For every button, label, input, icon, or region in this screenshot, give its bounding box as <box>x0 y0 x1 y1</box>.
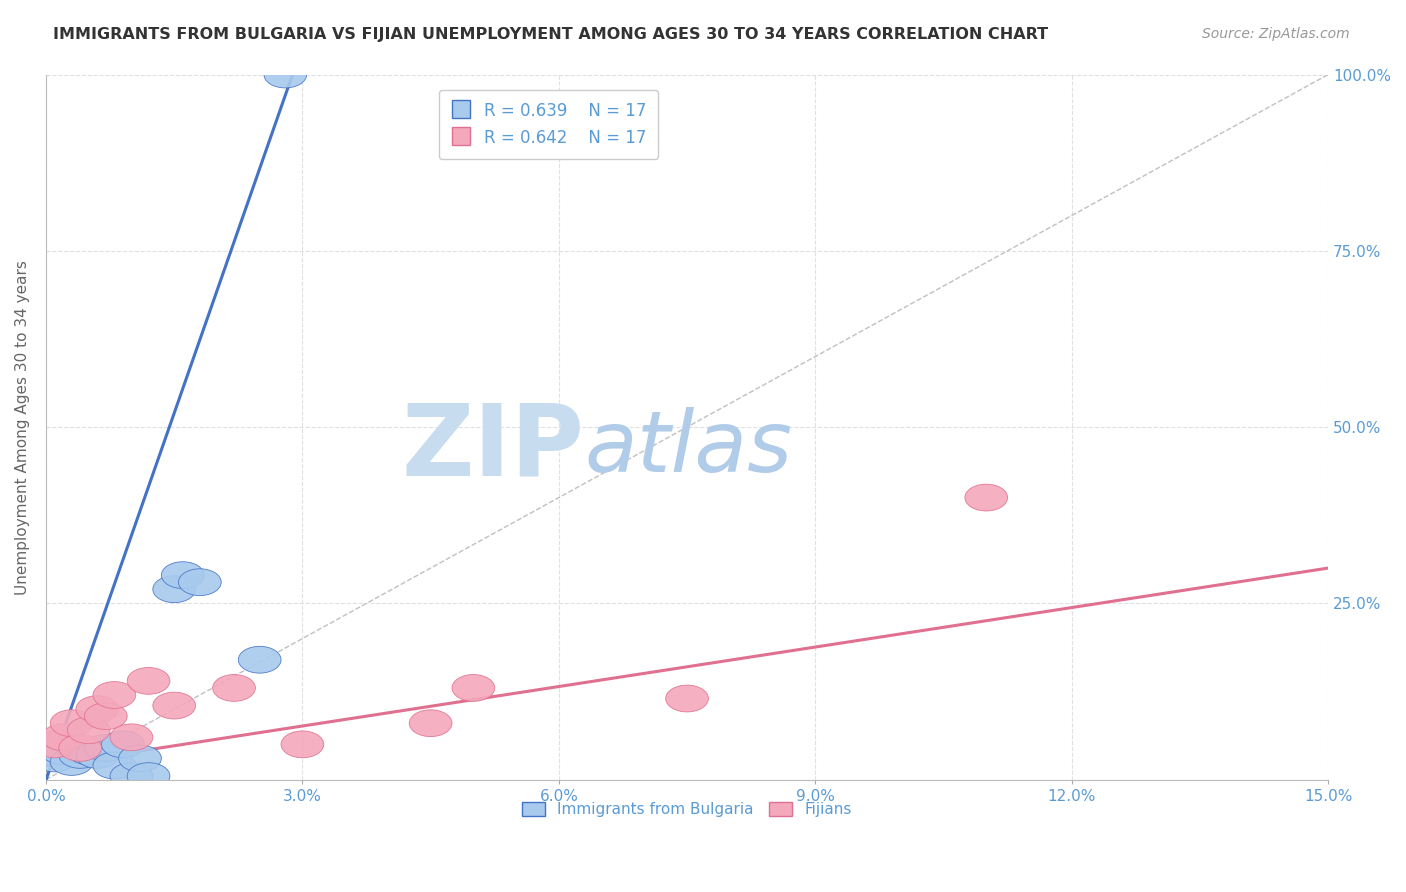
Ellipse shape <box>409 710 451 737</box>
Ellipse shape <box>93 752 136 779</box>
Ellipse shape <box>34 731 76 757</box>
Y-axis label: Unemployment Among Ages 30 to 34 years: Unemployment Among Ages 30 to 34 years <box>15 260 30 594</box>
Ellipse shape <box>59 741 101 768</box>
Ellipse shape <box>93 681 136 708</box>
Ellipse shape <box>42 724 84 751</box>
Ellipse shape <box>110 763 153 789</box>
Ellipse shape <box>264 62 307 88</box>
Ellipse shape <box>76 696 118 723</box>
Ellipse shape <box>127 763 170 789</box>
Ellipse shape <box>84 734 127 761</box>
Ellipse shape <box>34 745 76 772</box>
Ellipse shape <box>51 710 93 737</box>
Ellipse shape <box>665 685 709 712</box>
Ellipse shape <box>110 724 153 751</box>
Ellipse shape <box>127 667 170 694</box>
Legend: Immigrants from Bulgaria, Fijians: Immigrants from Bulgaria, Fijians <box>515 795 859 825</box>
Ellipse shape <box>153 692 195 719</box>
Ellipse shape <box>238 647 281 673</box>
Ellipse shape <box>51 748 93 775</box>
Ellipse shape <box>67 738 110 764</box>
Ellipse shape <box>153 576 195 603</box>
Ellipse shape <box>281 731 323 757</box>
Ellipse shape <box>451 674 495 701</box>
Ellipse shape <box>42 738 84 764</box>
Ellipse shape <box>101 731 145 757</box>
Ellipse shape <box>67 717 110 744</box>
Text: atlas: atlas <box>585 407 793 490</box>
Ellipse shape <box>965 484 1008 511</box>
Ellipse shape <box>76 741 118 768</box>
Text: IMMIGRANTS FROM BULGARIA VS FIJIAN UNEMPLOYMENT AMONG AGES 30 TO 34 YEARS CORREL: IMMIGRANTS FROM BULGARIA VS FIJIAN UNEMP… <box>53 27 1049 42</box>
Text: ZIP: ZIP <box>402 400 585 497</box>
Ellipse shape <box>162 562 204 589</box>
Ellipse shape <box>212 674 256 701</box>
Ellipse shape <box>179 569 221 596</box>
Ellipse shape <box>59 734 101 761</box>
Ellipse shape <box>118 745 162 772</box>
Text: Source: ZipAtlas.com: Source: ZipAtlas.com <box>1202 27 1350 41</box>
Ellipse shape <box>84 703 127 730</box>
